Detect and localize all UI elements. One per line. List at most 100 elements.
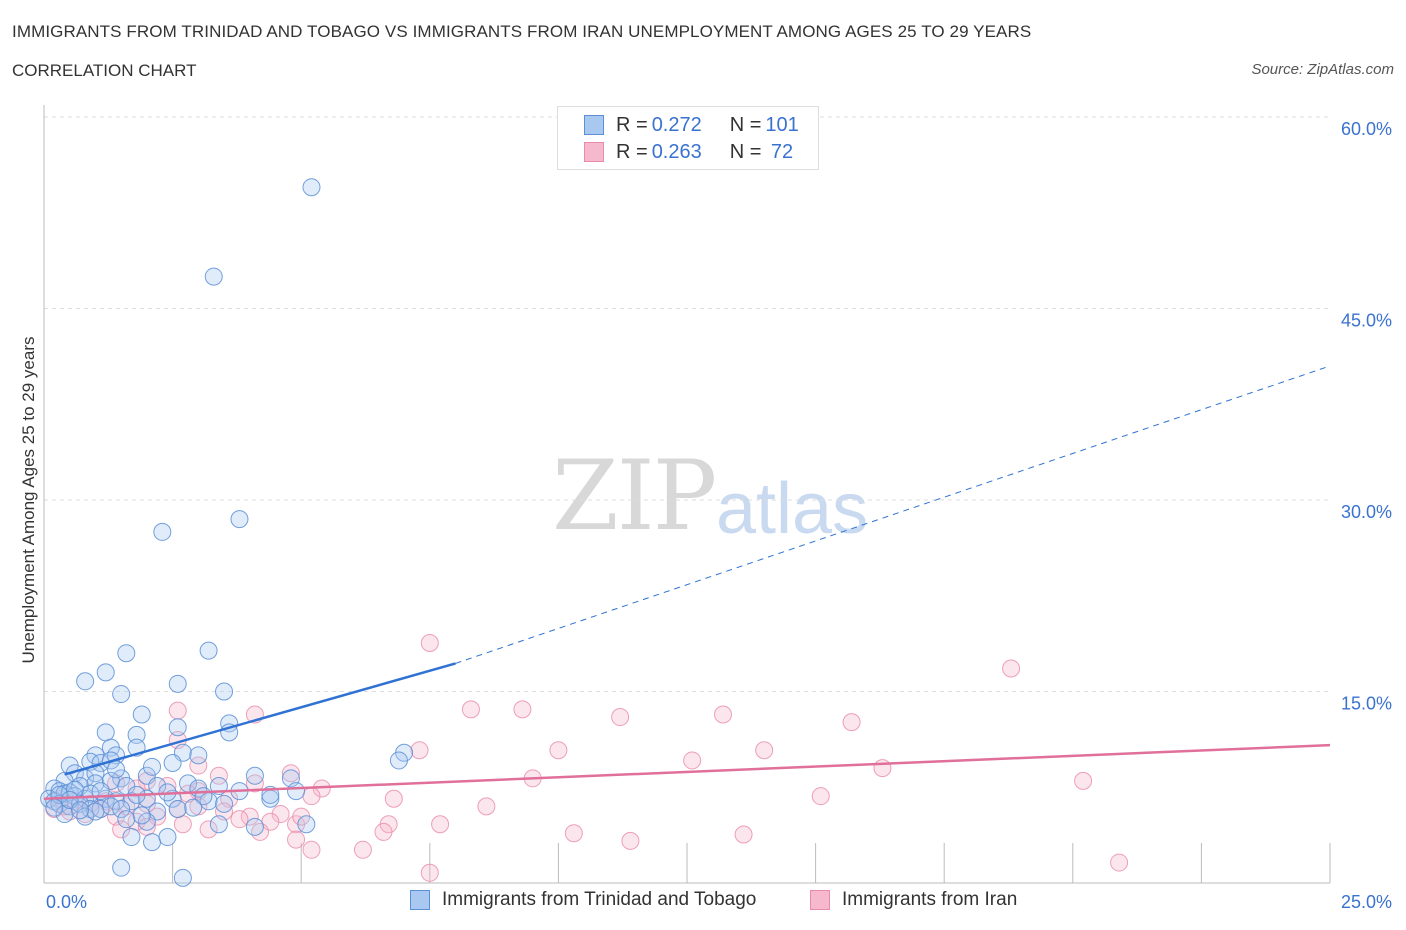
- iran-point: [245, 774, 264, 793]
- iran-point: [112, 820, 131, 839]
- legend-n-value: 72: [765, 140, 794, 163]
- trinidad-point: [76, 672, 95, 691]
- iran-point: [811, 787, 830, 806]
- iran-point: [199, 820, 218, 839]
- trinidad-point: [112, 799, 131, 818]
- trinidad-point: [168, 718, 187, 737]
- trinidad-point: [204, 267, 223, 286]
- iran-point: [420, 863, 439, 882]
- iran-point: [302, 787, 321, 806]
- trinidad-point: [91, 799, 110, 818]
- trinidad-trend-line: [64, 662, 456, 776]
- trinidad-point: [209, 815, 228, 834]
- iran-point: [240, 807, 259, 826]
- iran-point: [1110, 853, 1129, 872]
- iran-point: [271, 805, 290, 824]
- trinidad-trend-extension: [455, 365, 1331, 664]
- trinidad-point: [184, 798, 203, 817]
- legend-r-label: R =: [616, 140, 648, 163]
- trinidad-point: [117, 644, 136, 663]
- source-label: Source: ZipAtlas.com: [1251, 61, 1394, 78]
- axes: [43, 105, 1331, 884]
- trinidad-point: [245, 766, 264, 785]
- iran-point: [353, 840, 372, 859]
- iran-point: [611, 708, 630, 727]
- trinidad-point: [389, 751, 408, 770]
- trinidad-point: [122, 828, 141, 847]
- series-legend-label: Immigrants from Iran: [842, 889, 1018, 910]
- trinidad-point: [96, 663, 115, 682]
- legend-row-iran: R = 0.263 N = 72: [584, 140, 793, 164]
- series-swatch-pink: [810, 890, 830, 910]
- iran-point: [755, 741, 774, 760]
- iran-point: [621, 831, 640, 850]
- iran-point: [281, 764, 300, 783]
- watermark-zip: ZIP: [552, 440, 717, 552]
- trinidad-point: [168, 674, 187, 693]
- iran-point: [287, 830, 306, 849]
- watermark-atlas: atlas: [716, 469, 869, 549]
- iran-point: [842, 713, 861, 732]
- trinidad-point: [132, 806, 151, 825]
- iran-point: [137, 771, 156, 790]
- iran-point: [683, 751, 702, 770]
- trinidad-point: [132, 705, 151, 724]
- y-axis-label: Unemployment Among Ages 25 to 29 years: [19, 337, 38, 664]
- iran-point: [209, 766, 228, 785]
- series-legend-label: Immigrants from Trinidad and Tobago: [442, 889, 757, 910]
- trinidad-point: [143, 757, 162, 776]
- iran-point: [168, 701, 187, 720]
- legend-n-label: N =: [729, 113, 762, 136]
- trinidad-point: [173, 868, 192, 887]
- iran-point: [173, 815, 192, 834]
- iran-point: [251, 822, 270, 841]
- grid-lines: [44, 116, 1330, 692]
- iran-point: [374, 822, 393, 841]
- iran-point: [384, 789, 403, 808]
- trinidad-point: [302, 178, 321, 197]
- iran-point: [461, 700, 480, 719]
- iran-point: [410, 741, 429, 760]
- legend-row-trinidad: R = 0.272 N = 101: [584, 113, 799, 137]
- iran-point: [564, 824, 583, 843]
- y-tick-label: 15.0%: [1341, 694, 1392, 714]
- iran-point: [549, 741, 568, 760]
- series-legend-iran[interactable]: Immigrants from Iran: [810, 889, 1017, 911]
- iran-point: [873, 759, 892, 778]
- trinidad-point: [230, 510, 249, 529]
- trinidad-point: [163, 753, 182, 772]
- iran-point: [230, 810, 249, 829]
- iran-point: [107, 774, 126, 793]
- legend-r-label: R =: [616, 113, 648, 136]
- legend-n-value: 101: [765, 113, 799, 136]
- trinidad-point: [215, 794, 234, 813]
- series-swatch-blue: [410, 890, 430, 910]
- iran-point: [714, 705, 733, 724]
- y-tick-label: 45.0%: [1341, 311, 1392, 331]
- trinidad-point: [287, 782, 306, 801]
- trinidad-points: [40, 178, 414, 887]
- chart-title: IMMIGRANTS FROM TRINIDAD AND TOBAGO VS I…: [12, 22, 1032, 41]
- trinidad-point: [76, 789, 95, 808]
- legend-r-value: 0.263: [651, 140, 702, 163]
- legend-r-value: 0.272: [651, 113, 702, 136]
- iran-point: [189, 756, 208, 775]
- trinidad-point: [107, 760, 126, 779]
- y-tick-label: 30.0%: [1341, 502, 1392, 522]
- iran-point: [477, 797, 496, 816]
- trinidad-point: [112, 685, 131, 704]
- legend-n-label: N =: [729, 140, 762, 163]
- iran-point: [1074, 771, 1093, 790]
- legend-swatch-blue: [584, 115, 604, 135]
- trinidad-point: [55, 805, 74, 824]
- iran-point: [1002, 659, 1021, 678]
- x-tick-label: 0.0%: [46, 892, 87, 912]
- trinidad-point: [143, 833, 162, 852]
- iran-point: [513, 700, 532, 719]
- series-legend-trinidad[interactable]: Immigrants from Trinidad and Tobago: [410, 889, 756, 911]
- trinidad-point: [215, 682, 234, 701]
- x-tick-label: 25.0%: [1341, 892, 1392, 912]
- trinidad-point: [158, 828, 177, 847]
- trinidad-point: [153, 522, 172, 541]
